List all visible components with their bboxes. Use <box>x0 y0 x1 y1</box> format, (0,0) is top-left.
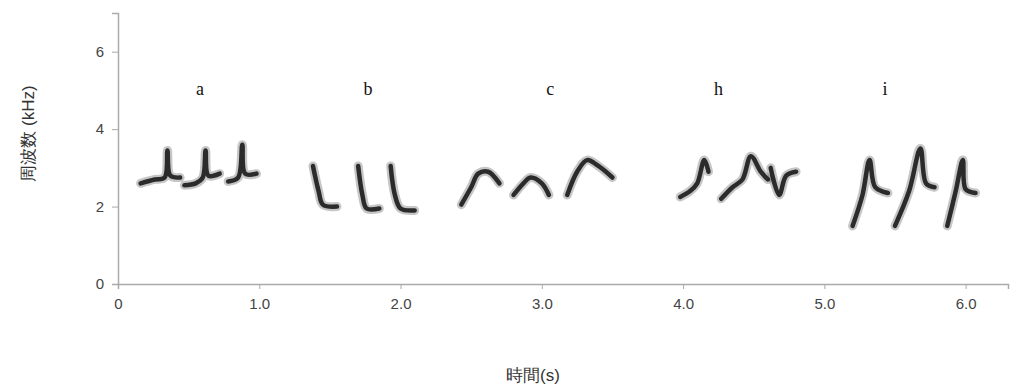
x-tick-label: 3.0 <box>532 295 553 312</box>
note <box>313 166 337 207</box>
note <box>771 168 796 195</box>
note-halo <box>514 178 549 195</box>
note <box>721 156 768 199</box>
x-tick: 1.0 <box>249 284 270 312</box>
y-axis: 0 2 4 6 <box>96 14 119 293</box>
annotation: i <box>883 79 888 99</box>
x-tick-mark <box>542 284 543 289</box>
x-tick-label: 2.0 <box>391 295 412 312</box>
x-tick-mark <box>966 284 967 289</box>
note-halo <box>567 160 612 195</box>
x-tick-label: 6.0 <box>956 295 977 312</box>
note <box>461 171 499 204</box>
note <box>391 166 415 211</box>
y-tick-mark <box>112 284 118 285</box>
x-tick-mark <box>401 284 402 289</box>
y-axis-line <box>112 14 119 285</box>
x-tick-label: 1.0 <box>249 295 270 312</box>
note-halo <box>895 148 935 225</box>
x-tick: 3.0 <box>532 284 553 312</box>
note-halo <box>313 166 337 207</box>
x-tick-label: 4.0 <box>673 295 694 312</box>
note <box>680 160 708 197</box>
note <box>358 166 379 210</box>
y-tick-mark <box>112 207 118 208</box>
x-axis: 0 1.0 2.0 3.0 4.0 5.0 6.0 <box>114 284 1008 312</box>
x-tick: 6.0 <box>956 284 977 312</box>
note <box>514 178 549 195</box>
note-halo <box>184 150 219 185</box>
note-halo <box>853 160 888 226</box>
y-axis-title: 周波数 (kHz) <box>19 85 38 181</box>
y-tick: 0 <box>96 275 118 292</box>
note <box>895 148 935 225</box>
y-tick-label: 2 <box>96 198 104 215</box>
note-halo <box>461 171 499 204</box>
x-axis-title: 時間(s) <box>506 366 560 385</box>
note <box>567 160 612 195</box>
x-tick: 4.0 <box>673 284 694 312</box>
x-tick: 2.0 <box>391 284 412 312</box>
note <box>228 145 256 182</box>
note-halo <box>141 150 181 183</box>
y-tick-mark <box>112 129 118 130</box>
note-halo <box>358 166 379 210</box>
note-halo <box>680 160 708 197</box>
x-tick: 0 <box>114 284 122 312</box>
note <box>184 150 219 185</box>
annotation: b <box>364 79 373 99</box>
annotation: h <box>714 79 723 99</box>
note-halo <box>771 168 796 195</box>
x-tick-mark <box>824 284 825 289</box>
y-tick-label: 6 <box>96 43 104 60</box>
chart: 0 1.0 2.0 3.0 4.0 5.0 6.0 0 2 4 6 a b c h i 時間(s) 周波数 (kH… <box>0 0 1012 389</box>
note-halo <box>228 145 256 182</box>
note-halo <box>721 156 768 199</box>
note <box>853 160 888 226</box>
y-tick-label: 0 <box>96 275 104 292</box>
x-tick-label: 5.0 <box>814 295 835 312</box>
y-tick: 6 <box>96 43 118 60</box>
note-halo <box>947 160 975 226</box>
note <box>141 150 181 183</box>
annotation: a <box>196 79 204 99</box>
x-tick-mark <box>683 284 684 289</box>
note <box>947 160 975 226</box>
annotation: c <box>546 79 554 99</box>
x-tick-label: 0 <box>114 295 122 312</box>
y-tick: 2 <box>96 198 118 215</box>
marks <box>141 145 976 226</box>
x-axis-line <box>119 285 1009 290</box>
x-tick: 5.0 <box>814 284 835 312</box>
y-tick-label: 4 <box>96 120 104 137</box>
y-tick: 4 <box>96 120 118 137</box>
x-tick-mark <box>259 284 260 289</box>
note-halo <box>391 166 415 211</box>
plot: 0 1.0 2.0 3.0 4.0 5.0 6.0 0 2 4 6 a b c h i <box>96 14 1009 312</box>
y-tick-mark <box>112 52 118 53</box>
